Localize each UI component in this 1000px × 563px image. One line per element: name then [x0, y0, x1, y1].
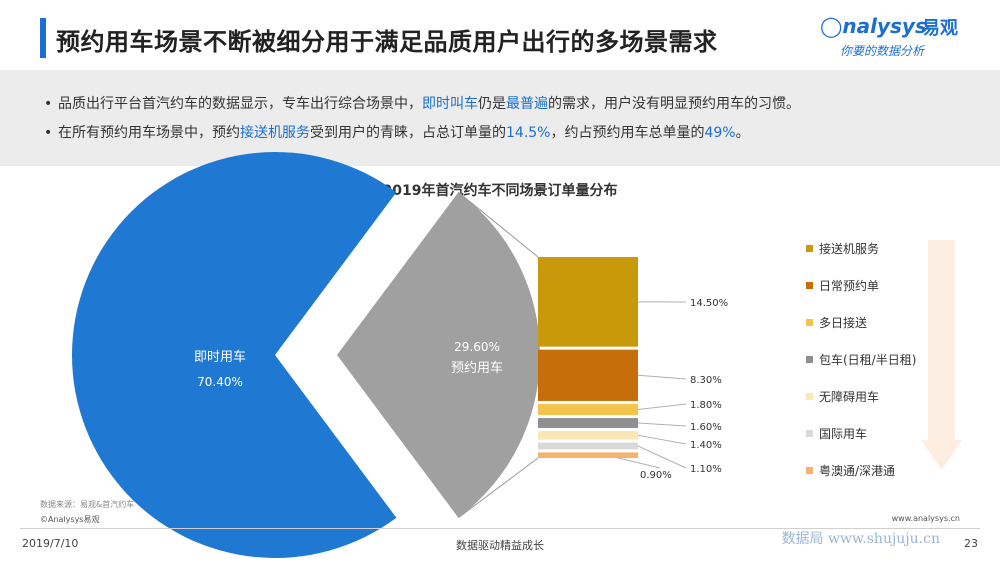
legend-label: 无障碍用车 [819, 390, 880, 404]
bullet-text: 。 [735, 125, 750, 141]
highlight-text: 最普遍 [506, 96, 548, 112]
pie-slice-instant [72, 152, 397, 558]
bullet-text: 仍是 [478, 96, 506, 112]
legend-label: 粤澳通/深港通 [819, 464, 896, 478]
footer-slogan: 数据驱动精益成长 [456, 539, 544, 552]
legend-swatch [806, 393, 813, 400]
bar-value-label-4: 1.40% [690, 440, 722, 451]
bar-value-label-0: 14.50% [690, 298, 728, 309]
bar-segment-0 [538, 257, 638, 347]
bar-value-label-2: 1.80% [690, 400, 722, 411]
leader-line-1 [637, 374, 687, 380]
legend-item: 接送机服务 [806, 240, 879, 256]
footer-date: 2019/7/10 [22, 537, 79, 550]
legend-item: 无障碍用车 [806, 388, 879, 404]
footer-divider [20, 528, 980, 529]
legend-swatch [806, 430, 813, 437]
pie-value-reserved: 29.60% [454, 340, 500, 354]
bar-segment-1 [538, 349, 638, 401]
legend-item: 日常预约单 [806, 277, 879, 293]
legend-swatch [806, 245, 813, 252]
highlight-text: 14.5% [506, 125, 551, 141]
leader-line-2 [637, 403, 687, 411]
summary-box: • 品质出行平台首汽约车的数据显示，专车出行综合场景中，即时叫车仍是最普遍的需求，… [0, 70, 1000, 166]
bar-segment-2 [538, 403, 638, 416]
legend-swatch [806, 319, 813, 326]
highlight-text: 49% [704, 125, 736, 141]
legend-item: 国际用车 [806, 425, 867, 441]
highlight-text: 接送机服务 [240, 125, 310, 141]
legend-label: 日常预约单 [819, 279, 880, 293]
bar-segment-6 [538, 452, 638, 458]
leader-line-4 [637, 434, 687, 445]
bullet-text: 在所有预约用车场景中，预约 [58, 125, 240, 141]
legend-label: 国际用车 [819, 427, 868, 441]
chart-title: 2019年首汽约车不同场景订单量分布 [382, 183, 618, 199]
bar-value-label-3: 1.60% [690, 422, 722, 433]
summary-bullet-2: • 在所有预约用车场景中，预约接送机服务受到用户的青睐，占总订单量的14.5%，约… [44, 122, 750, 142]
bullet-text: 品质出行平台首汽约车的数据显示，专车出行综合场景中， [58, 96, 422, 112]
logo-a-mark: ◯ [820, 14, 843, 38]
legend-arrow-decoration [921, 240, 962, 470]
logo-brand: ◯nalysys [820, 14, 927, 38]
logo-brand-cn: 易观 [922, 18, 958, 39]
connector-top [458, 191, 539, 258]
bar-segment-5 [538, 442, 638, 450]
bullet-text: 的需求，用户没有明显预约用车的习惯。 [548, 96, 800, 112]
summary-bullet-1: • 品质出行平台首汽约车的数据显示，专车出行综合场景中，即时叫车仍是最普遍的需求，… [44, 93, 800, 113]
leader-line-6 [617, 457, 661, 469]
bar-value-label-5: 1.10% [690, 464, 722, 475]
watermark: 数据局 www.shujuju.cn [781, 531, 940, 547]
bullet-text: 受到用户的青睐，占总订单量的 [310, 125, 506, 141]
pie-label-reserved: 预约用车 [451, 360, 503, 376]
analysys-logo: ◯nalysys 易观 你要的数据分析 [820, 12, 970, 62]
bar-segment-3 [538, 418, 638, 428]
pie-value-instant: 70.40% [197, 375, 243, 389]
copyright: ©Analysys易观 [40, 515, 100, 524]
pie-slice-reserved [337, 192, 540, 518]
page-title: 预约用车场景不断被细分用于满足品质用户出行的多场景需求 [56, 28, 718, 56]
logo-slogan: 你要的数据分析 [840, 44, 925, 58]
legend-label: 包车(日租/半日租) [819, 353, 917, 367]
bar-value-label-1: 8.30% [690, 375, 722, 386]
bar-segment-4 [538, 430, 638, 440]
legend-swatch [806, 467, 813, 474]
logo-brand-text: nalysys [842, 14, 927, 38]
highlight-text: 即时叫车 [422, 96, 478, 112]
pie-label-instant: 即时用车 [194, 349, 246, 365]
leader-line-3 [637, 422, 687, 427]
bullet-dot-icon: • [44, 125, 53, 141]
legend-item: 包车(日租/半日租) [806, 351, 916, 367]
title-accent-bar [40, 18, 46, 58]
bullet-dot-icon: • [44, 96, 53, 112]
page-number: 23 [964, 537, 978, 550]
bar-value-label-6: 0.90% [640, 470, 672, 481]
legend-label: 接送机服务 [819, 242, 880, 256]
connector-bottom [458, 457, 539, 519]
legend-item: 多日接送 [806, 314, 867, 330]
leader-line-5 [637, 445, 687, 469]
legend-item: 粤澳通/深港通 [806, 462, 895, 478]
bullet-text: ，约占预约用车总单量的 [550, 125, 705, 141]
data-source: 数据来源：易观&首汽约车 [40, 500, 135, 509]
legend-swatch [806, 356, 813, 363]
legend-label: 多日接送 [819, 316, 868, 330]
website: www.analysys.cn [891, 514, 960, 523]
legend-swatch [806, 282, 813, 289]
